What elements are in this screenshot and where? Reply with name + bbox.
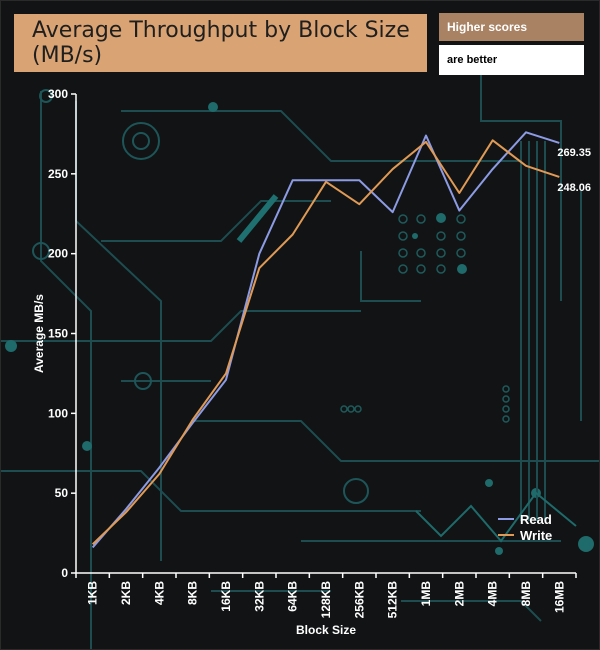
- data-label-write-last: 248.06: [557, 182, 591, 194]
- x-tick-label: 8MB: [519, 581, 533, 607]
- x-tick-label: 128KB: [319, 581, 333, 619]
- x-tick-label: 2KB: [119, 581, 133, 605]
- x-tick-label: 8KB: [186, 581, 200, 605]
- y-tick-label: 200: [48, 247, 68, 261]
- y-tick-label: 300: [48, 87, 68, 101]
- x-tick-label: 32KB: [252, 581, 266, 612]
- x-tick-label: 2MB: [452, 581, 466, 607]
- y-tick-label: 50: [55, 486, 69, 500]
- chart-title: Average Throughput by Block Size (MB/s): [32, 18, 410, 68]
- y-tick-label: 100: [48, 406, 68, 420]
- note-are-better: are better: [439, 45, 584, 75]
- legend-label-write: Write: [520, 528, 552, 543]
- y-tick-label: 250: [48, 167, 68, 181]
- note-higher-scores: Higher scores: [439, 13, 584, 41]
- series-line-write: [91, 139, 560, 545]
- series-line-read: [91, 131, 560, 549]
- legend-label-read: Read: [520, 512, 552, 527]
- x-tick-label: 16MB: [552, 581, 566, 613]
- x-tick-label: 1KB: [86, 581, 100, 605]
- x-axis-title: Block Size: [296, 623, 356, 637]
- y-tick-label: 150: [48, 327, 68, 341]
- x-tick-label: 512KB: [386, 581, 400, 619]
- y-tick-label: 0: [61, 566, 68, 580]
- x-tick-label: 4KB: [152, 581, 166, 605]
- data-label-read-last: 269.35: [557, 147, 591, 159]
- chart-title-box: Average Throughput by Block Size (MB/s): [14, 14, 427, 72]
- x-tick-label: 256KB: [352, 581, 366, 619]
- x-tick-label: 4MB: [486, 581, 500, 607]
- x-tick-label: 64KB: [286, 581, 300, 612]
- x-tick-label: 16KB: [219, 581, 233, 612]
- y-axis-title: Average MB/s: [32, 294, 46, 373]
- x-tick-label: 1MB: [419, 581, 433, 607]
